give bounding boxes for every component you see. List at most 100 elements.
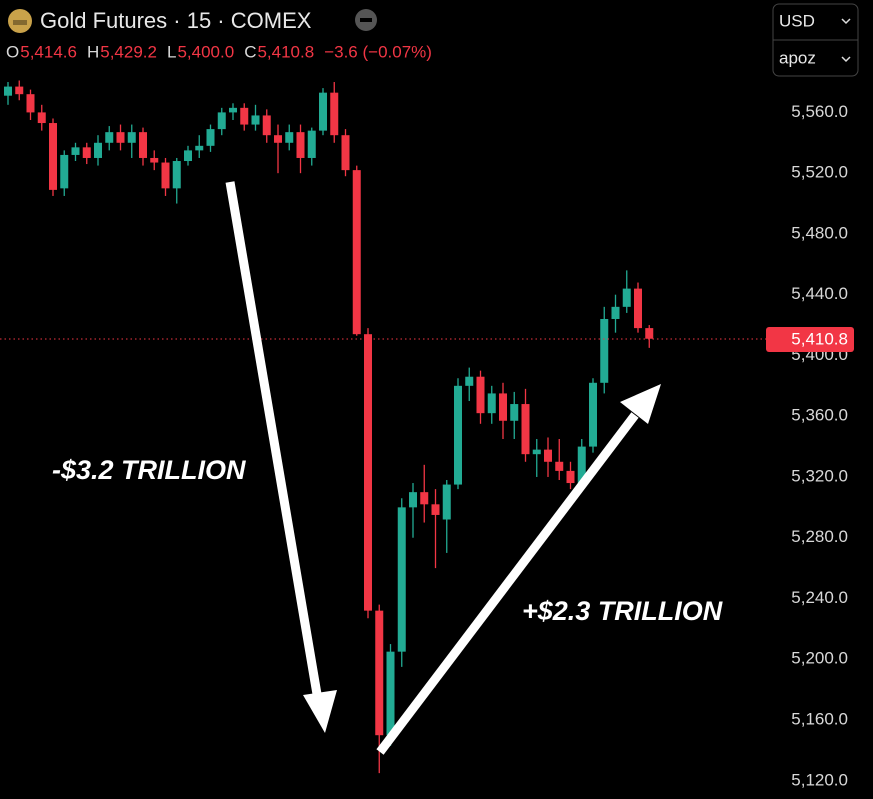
candle-body: [274, 135, 282, 143]
candle-body: [217, 112, 226, 130]
candle-body: [476, 376, 485, 414]
candle-body: [94, 142, 102, 158]
y-tick-label: 5,200.0: [791, 649, 848, 668]
candle-body: [386, 651, 395, 736]
ohlc-key: H: [87, 42, 99, 61]
candle-body: [150, 157, 159, 163]
candle-body: [4, 86, 12, 96]
arrow-head: [620, 384, 661, 424]
last-price-label: 5,410.8: [791, 330, 848, 349]
candle-body: [116, 132, 125, 143]
collapse-icon: [360, 18, 372, 22]
candle-body: [454, 385, 462, 485]
candle-body: [161, 162, 170, 189]
candle-body: [262, 115, 271, 136]
candle-body: [319, 92, 327, 131]
candle-body: [409, 492, 417, 508]
candle-body: [431, 504, 440, 515]
y-tick-label: 5,160.0: [791, 709, 848, 728]
ohlc-value: 5,414.6: [20, 42, 77, 61]
candle-body: [172, 161, 181, 189]
y-tick-label: 5,560.0: [791, 102, 848, 121]
candle-body: [37, 112, 46, 124]
last-price-badge: [766, 327, 854, 353]
symbol-icon: [8, 9, 32, 33]
candle-body: [487, 393, 496, 414]
unit-select[interactable]: apoz: [779, 48, 816, 67]
annotation: -$3.2 TRILLION: [52, 455, 246, 485]
candle-body: [645, 328, 654, 339]
ohlc-legend: O 5,414.6 H 5,429.2 L 5,400.0 C 5,410.8: [6, 42, 314, 61]
candle-body: [600, 318, 609, 383]
candle-body: [420, 492, 429, 505]
candle-body: [442, 484, 451, 520]
candle-body: [15, 86, 24, 95]
candle-body: [465, 376, 474, 386]
y-tick-label: 5,360.0: [791, 406, 848, 425]
arrow-head: [303, 690, 337, 733]
candle-body: [184, 150, 192, 162]
symbol-title: Gold Futures · 15 · COMEX: [40, 8, 312, 33]
candle-body: [285, 132, 294, 143]
candle-body: [555, 461, 564, 471]
change: −3.6 (−0.07%): [324, 42, 432, 61]
candle-body: [206, 129, 215, 146]
up-arrow: [376, 384, 661, 755]
candle-body: [532, 449, 541, 455]
candle-body: [296, 132, 305, 158]
candle-body: [397, 507, 406, 652]
y-tick-label: 5,520.0: [791, 163, 848, 182]
ohlc-value: 5,400.0: [177, 42, 234, 61]
candle-body: [521, 404, 530, 455]
y-tick-label: 5,280.0: [791, 527, 848, 546]
y-tick-label: 5,320.0: [791, 466, 848, 485]
candle-body: [499, 393, 507, 421]
candle-body: [195, 145, 204, 151]
ohlc-value: 5,410.8: [257, 42, 314, 61]
candle-body: [634, 288, 642, 329]
currency-select[interactable]: USD: [779, 11, 815, 30]
arrow-shaft: [376, 412, 639, 755]
candle-body: [341, 135, 350, 171]
candle-body: [127, 132, 136, 143]
ohlc-key: O: [6, 42, 19, 61]
candle-body: [26, 94, 35, 113]
ohlc-value: 5,429.2: [100, 42, 157, 61]
candle-body: [105, 132, 114, 143]
candle-body: [139, 132, 147, 158]
down-arrow: [225, 181, 337, 733]
y-tick-label: 5,120.0: [791, 770, 848, 789]
chevron: [841, 18, 851, 25]
ohlc-key: C: [244, 42, 256, 61]
candle-body: [589, 382, 597, 447]
chevron: [841, 56, 851, 63]
y-tick-label: 5,240.0: [791, 588, 848, 607]
candle-body: [240, 107, 249, 125]
candle-body: [229, 107, 237, 113]
icon-bar: [13, 20, 27, 25]
candle-body: [577, 446, 586, 484]
candle-body: [60, 154, 69, 189]
candle-body: [611, 306, 620, 319]
candle-body: [71, 147, 80, 155]
arrow-shaft: [225, 181, 323, 701]
candle-body: [307, 130, 316, 158]
ohlc-key: L: [167, 42, 176, 61]
y-tick-label: 5,440.0: [791, 284, 848, 303]
annotation: +$2.3 TRILLION: [522, 596, 723, 626]
candle-body: [566, 470, 575, 484]
candle-body: [364, 334, 372, 611]
candle-body: [49, 123, 57, 190]
candle-body: [352, 170, 361, 335]
candle-body: [82, 147, 91, 158]
candle-body: [251, 115, 260, 125]
candle-body: [622, 288, 631, 307]
plot-area: [0, 80, 770, 782]
y-tick-label: 5,480.0: [791, 223, 848, 242]
candle-body: [375, 610, 384, 736]
candle-body: [510, 404, 519, 421]
candle-body: [330, 92, 339, 136]
candle-body: [544, 449, 552, 462]
